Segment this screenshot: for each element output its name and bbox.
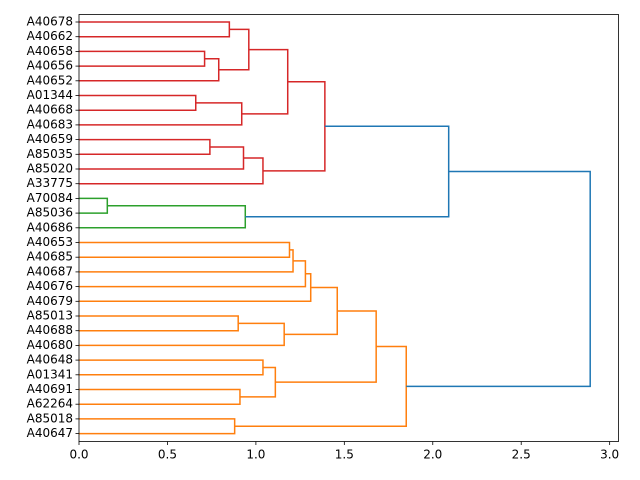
dendrogram-link-0	[79, 21, 231, 38]
dendrogram-link-12	[79, 205, 247, 229]
leaf-label-a40658: A40658	[27, 44, 73, 58]
leaf-label-a85035: A85035	[27, 147, 73, 161]
leaf-label-a01344: A01344	[27, 88, 73, 102]
dendrogram-link-24	[275, 310, 377, 383]
dendrogram-link-15	[79, 249, 294, 273]
x-tick-label: 3.0	[600, 447, 619, 461]
dendrogram-link-20	[284, 286, 339, 336]
x-tick-label: 2.0	[423, 447, 442, 461]
leaf-label-a40688: A40688	[27, 323, 73, 337]
leaf-label-a40648: A40648	[27, 353, 73, 367]
x-axis-ticks: 0.0 0.5 1.0 1.5 2.0 2.5 3.0	[69, 441, 619, 461]
dendrogram-link-2	[79, 58, 220, 82]
leaf-label-a40652: A40652	[27, 73, 73, 87]
leaf-label-a40676: A40676	[27, 279, 73, 293]
leaf-label-a40691: A40691	[27, 382, 73, 396]
leaf-label-a62264: A62264	[27, 397, 73, 411]
leaf-label-a40662: A40662	[27, 29, 73, 43]
x-tick-label: 1.5	[335, 447, 354, 461]
dendrogram-link-7	[79, 138, 211, 156]
leaf-label-a40668: A40668	[27, 103, 73, 117]
dendrogram-link-16	[79, 260, 307, 288]
dendrogram-link-4	[79, 94, 197, 111]
dendrogram-link-14	[79, 241, 291, 258]
x-tick-label: 1.0	[246, 447, 265, 461]
leaf-label-a40686: A40686	[27, 220, 73, 234]
leaf-label-a40647: A40647	[27, 426, 73, 440]
x-tick-label: 2.5	[512, 447, 531, 461]
dendrogram-link-13	[245, 125, 450, 218]
leaf-label-a85018: A85018	[27, 411, 73, 425]
leaf-label-a40653: A40653	[27, 235, 73, 249]
dendrogram-link-27	[406, 170, 591, 388]
leaf-label-a40656: A40656	[27, 59, 73, 73]
leaf-label-a40687: A40687	[27, 264, 73, 278]
leaf-label-a40659: A40659	[27, 132, 73, 146]
dendrogram-link-5	[79, 102, 243, 126]
leaf-label-a40685: A40685	[27, 250, 73, 264]
dendrogram-links	[79, 21, 591, 435]
x-tick-label: 0.5	[158, 447, 177, 461]
dendrogram-link-25	[79, 418, 236, 435]
leaf-label-a33775: A33775	[27, 176, 73, 190]
leaf-label-a85036: A85036	[27, 206, 73, 220]
leaf-label-a70084: A70084	[27, 191, 73, 205]
leaf-label-a40680: A40680	[27, 338, 73, 352]
leaf-label-a85020: A85020	[27, 162, 73, 176]
dendrogram-link-8	[79, 146, 245, 170]
y-axis-leaf-labels: A40678A40662A40658A40656A40652A01344A406…	[27, 15, 79, 440]
leaf-label-a01341: A01341	[27, 367, 73, 381]
leaf-label-a40683: A40683	[27, 117, 73, 131]
dendrogram-link-10	[262, 80, 326, 172]
leaf-label-a40679: A40679	[27, 294, 73, 308]
leaf-label-a40678: A40678	[27, 15, 73, 29]
x-tick-label: 0.0	[69, 447, 88, 461]
leaf-label-a85013: A85013	[27, 309, 73, 323]
